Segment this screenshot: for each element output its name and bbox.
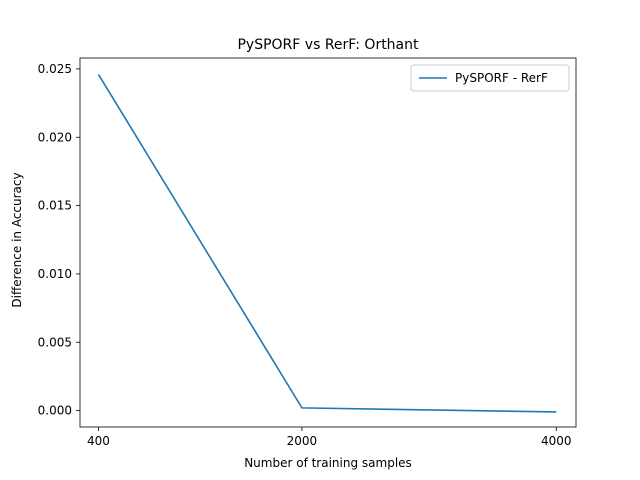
x-axis: 400 2000 4000 — [87, 427, 572, 448]
y-axis-label: Difference in Accuracy — [10, 172, 24, 307]
x-axis-label: Number of training samples — [244, 456, 412, 470]
y-tick-label: 0.020 — [38, 130, 72, 144]
x-tick-label: 4000 — [541, 434, 572, 448]
legend: PySPORF - RerF — [410, 64, 570, 92]
x-tick-label: 2000 — [287, 434, 318, 448]
y-tick-label: 0.025 — [38, 62, 72, 76]
series-line — [97, 73, 557, 413]
series-layer — [97, 73, 557, 413]
y-tick-label: 0.005 — [38, 335, 72, 349]
legend-label: PySPORF - RerF — [455, 71, 548, 85]
y-axis: 0.000 0.005 0.010 0.015 0.020 0.025 — [38, 62, 80, 418]
y-tick-label: 0.010 — [38, 267, 72, 281]
y-tick-label: 0.015 — [38, 199, 72, 213]
legend-box — [410, 64, 570, 92]
x-tick-label: 400 — [87, 434, 110, 448]
chart-title: PySPORF vs RerF: Orthant — [237, 37, 419, 53]
y-tick-label: 0.000 — [38, 404, 72, 418]
plot-area — [79, 57, 577, 428]
axes-frame — [79, 57, 577, 428]
